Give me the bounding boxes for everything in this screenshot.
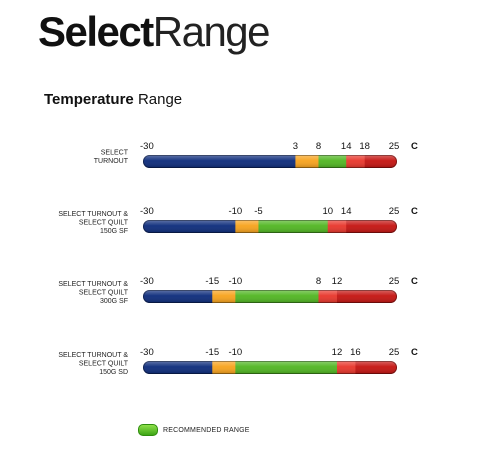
bar-outline (143, 155, 397, 168)
subtitle-light: Range (137, 91, 183, 108)
range-bar (143, 155, 397, 168)
tick-label: -10 (228, 276, 242, 287)
tick-label: 25 (389, 206, 400, 217)
row-label: 300G SF (100, 298, 128, 305)
row-label: 150G SD (99, 369, 128, 376)
tick-label: -15 (205, 276, 219, 287)
tick-label: 10 (322, 206, 333, 217)
bar-gloss (143, 361, 397, 374)
tick-label: 3 (293, 141, 298, 152)
tick-label: 25 (389, 347, 400, 358)
tick-label: -30 (140, 276, 154, 287)
bar-outline (143, 361, 397, 374)
tick-label: 8 (316, 141, 321, 152)
tick-label: -10 (228, 347, 242, 358)
range-bar (143, 220, 397, 233)
range-row-4: -30 -15 -10 12 16 25 C SELECT TURNOUT & SELECT Q… (58, 347, 418, 376)
tick-label: -15 (205, 347, 219, 358)
range-bar (143, 361, 397, 374)
tick-label: -30 (140, 141, 154, 152)
range-bar (143, 290, 397, 303)
row-label: SELECT TURNOUT & (58, 211, 128, 218)
bar-outline (143, 220, 397, 233)
tick-label: 18 (359, 141, 370, 152)
page-title: SelectRange (38, 6, 271, 58)
bar-gloss (143, 290, 397, 303)
subtitle-bold: Temperature (44, 91, 134, 108)
range-row-2: -30 -10 -5 10 14 25 C SELECT TURNOUT & SELECT QU… (58, 206, 418, 235)
unit-label: C (411, 276, 418, 287)
row-label: TURNOUT (94, 158, 129, 165)
tick-label: 25 (389, 141, 400, 152)
tick-label: 12 (332, 276, 343, 287)
legend-label: RECOMMENDED RANGE (163, 426, 250, 434)
row-label: SELECT QUILT (79, 220, 129, 227)
title-bold: Select (38, 8, 154, 55)
tick-label: 14 (341, 206, 352, 217)
tick-label: -30 (140, 347, 154, 358)
row-label: SELECT TURNOUT & (58, 281, 128, 288)
tick-label: 25 (389, 276, 400, 287)
tick-label: -5 (254, 206, 262, 217)
row-label: SELECT QUILT (79, 290, 129, 297)
tick-label: 8 (316, 276, 321, 287)
row-label: SELECT (101, 149, 129, 156)
row-label: SELECT TURNOUT & (58, 352, 128, 359)
bar-outline (143, 290, 397, 303)
chart-subtitle: Temperature Range (44, 91, 182, 108)
unit-label: C (411, 141, 418, 152)
tick-label: 14 (341, 141, 352, 152)
legend: RECOMMENDED RANGE (138, 424, 250, 436)
bar-gloss (143, 155, 397, 168)
bar-gloss (143, 220, 397, 233)
title-light: Range (152, 8, 271, 55)
unit-label: C (411, 347, 418, 358)
row-label: 150G SF (100, 228, 128, 235)
range-row-1: -30 3 8 14 18 25 C SELECT TURNOUT (94, 141, 418, 168)
legend-swatch-recommended (138, 424, 158, 436)
tick-label: 12 (332, 347, 343, 358)
row-label: SELECT QUILT (79, 361, 129, 368)
tick-label: 16 (350, 347, 361, 358)
tick-label: -30 (140, 206, 154, 217)
tick-label: -10 (228, 206, 242, 217)
range-row-3: -30 -15 -10 8 12 25 C SELECT TURNOUT & SELECT QU… (58, 276, 418, 305)
unit-label: C (411, 206, 418, 217)
